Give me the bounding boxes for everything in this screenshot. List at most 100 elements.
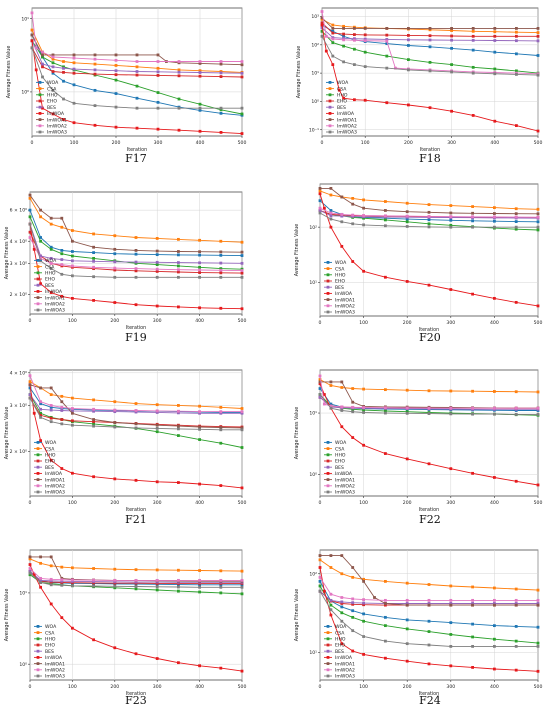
data-point-bes bbox=[318, 209, 322, 212]
data-point-woa bbox=[39, 402, 42, 405]
y-axis-label: Average Fitness Value bbox=[4, 227, 10, 280]
data-point-eho bbox=[407, 34, 410, 37]
data-point-imwoa2 bbox=[71, 407, 74, 410]
data-point-eho bbox=[62, 70, 65, 74]
legend-entry: EHO bbox=[335, 459, 345, 465]
data-point-imwoa3 bbox=[407, 68, 410, 72]
data-point-eho bbox=[177, 74, 181, 78]
x-tick-label: 200 bbox=[110, 318, 119, 324]
data-point-imwoa bbox=[134, 652, 138, 656]
data-point-imwoa3 bbox=[318, 211, 322, 215]
data-point-imwoa bbox=[39, 439, 42, 443]
data-point-hho bbox=[177, 97, 181, 101]
data-point-hho bbox=[329, 603, 333, 607]
data-point-bes bbox=[134, 580, 138, 584]
chart-panel-f20: 0 100 200 300 400 500 10¹ 10² Iteration Average F… bbox=[294, 183, 542, 344]
y-axis-label: Average Fitness Value bbox=[294, 407, 300, 460]
data-point-bes bbox=[331, 36, 335, 39]
data-point-imwoa bbox=[71, 471, 74, 475]
data-point-csa bbox=[340, 386, 344, 389]
data-point-imwoa bbox=[329, 613, 333, 617]
data-point-imwoa bbox=[331, 63, 335, 67]
data-point-imwoa3 bbox=[493, 225, 496, 229]
data-point-imwoa3 bbox=[471, 225, 474, 229]
data-point-imwoa3 bbox=[92, 584, 95, 588]
data-point-bes bbox=[362, 601, 365, 605]
data-point-csa bbox=[471, 205, 474, 208]
legend-entry: HHO bbox=[47, 93, 58, 99]
y-tick-label: 3 × 10⁰ bbox=[10, 261, 28, 267]
data-point-imwoa bbox=[362, 652, 365, 656]
data-point-imwoa1 bbox=[536, 27, 540, 30]
data-point-imwoa3 bbox=[320, 34, 324, 38]
data-point-imwoa1 bbox=[30, 33, 34, 37]
legend-marker bbox=[326, 662, 330, 665]
y-tick-label: 10¹ bbox=[309, 280, 317, 286]
data-point-imwoa3 bbox=[384, 224, 387, 228]
data-point-csa bbox=[113, 567, 117, 571]
data-point-imwoa1 bbox=[384, 209, 387, 212]
legend-marker bbox=[38, 124, 42, 128]
y-tick-label: 10¹ bbox=[21, 16, 29, 22]
data-point-imwoa bbox=[32, 247, 36, 251]
data-point-bes bbox=[198, 71, 202, 74]
legend-entry: ImWOA2 bbox=[335, 304, 355, 310]
data-point-csa bbox=[493, 586, 496, 590]
data-point-imwoa2 bbox=[177, 60, 181, 63]
data-point-csa bbox=[177, 404, 180, 407]
data-point-hho bbox=[471, 635, 474, 639]
data-point-woa bbox=[92, 251, 95, 255]
legend-marker bbox=[326, 273, 330, 277]
data-point-bes bbox=[493, 602, 496, 605]
legend-entry: ImWOA3 bbox=[45, 490, 65, 496]
data-point-imwoa bbox=[134, 478, 138, 482]
legend-entry: ImWOA2 bbox=[335, 668, 355, 674]
chart-panel-f17: 0 100 200 300 400 500 10⁰ 10¹ Iteration Average F… bbox=[6, 7, 246, 165]
data-point-bes bbox=[219, 411, 223, 415]
data-point-bes bbox=[493, 39, 497, 42]
data-point-imwoa2 bbox=[155, 578, 159, 582]
data-point-bes bbox=[240, 71, 244, 75]
legend-entry: EHO bbox=[45, 277, 55, 283]
y-tick-label: 10⁰ bbox=[311, 99, 319, 105]
y-axis-label: Average Fitness Value bbox=[6, 46, 12, 99]
data-point-woa bbox=[405, 217, 409, 221]
data-point-imwoa bbox=[340, 244, 344, 248]
data-point-hho bbox=[177, 264, 180, 268]
data-point-csa bbox=[62, 60, 65, 63]
data-point-eho bbox=[135, 73, 139, 77]
data-point-imwoa1 bbox=[71, 239, 74, 243]
data-point-csa bbox=[351, 575, 355, 579]
legend-marker bbox=[328, 124, 332, 128]
data-point-imwoa1 bbox=[113, 247, 117, 251]
data-point-csa bbox=[198, 69, 202, 73]
legend-entry: ImWOA2 bbox=[45, 668, 65, 674]
legend-marker bbox=[326, 472, 330, 475]
data-point-imwoa1 bbox=[536, 603, 540, 607]
panel-caption: F23 bbox=[125, 694, 147, 707]
legend-marker bbox=[36, 283, 40, 287]
data-point-imwoa1 bbox=[155, 249, 159, 253]
legend-marker bbox=[328, 81, 332, 84]
data-point-woa bbox=[493, 624, 496, 628]
data-point-imwoa1 bbox=[427, 210, 431, 214]
legend-entry: ImWOA bbox=[335, 291, 353, 297]
legend-entry: ImWOA bbox=[47, 111, 65, 117]
legend-marker bbox=[36, 265, 40, 268]
data-point-eho bbox=[60, 418, 64, 421]
data-point-imwoa3 bbox=[428, 69, 432, 73]
data-point-imwoa3 bbox=[342, 60, 345, 64]
data-point-imwoa1 bbox=[60, 400, 64, 404]
data-point-eho bbox=[351, 602, 355, 606]
legend-marker bbox=[326, 674, 330, 678]
data-point-imwoa2 bbox=[384, 214, 387, 218]
data-point-bes bbox=[320, 26, 324, 30]
data-point-imwoa3 bbox=[219, 106, 223, 110]
data-point-imwoa3 bbox=[351, 410, 355, 414]
x-tick-label: 200 bbox=[110, 684, 119, 690]
data-point-imwoa bbox=[240, 307, 244, 311]
x-axis-label: Iteration bbox=[126, 691, 146, 697]
x-tick-label: 500 bbox=[534, 500, 543, 506]
legend-marker bbox=[326, 304, 330, 308]
x-tick-label: 100 bbox=[68, 684, 77, 690]
